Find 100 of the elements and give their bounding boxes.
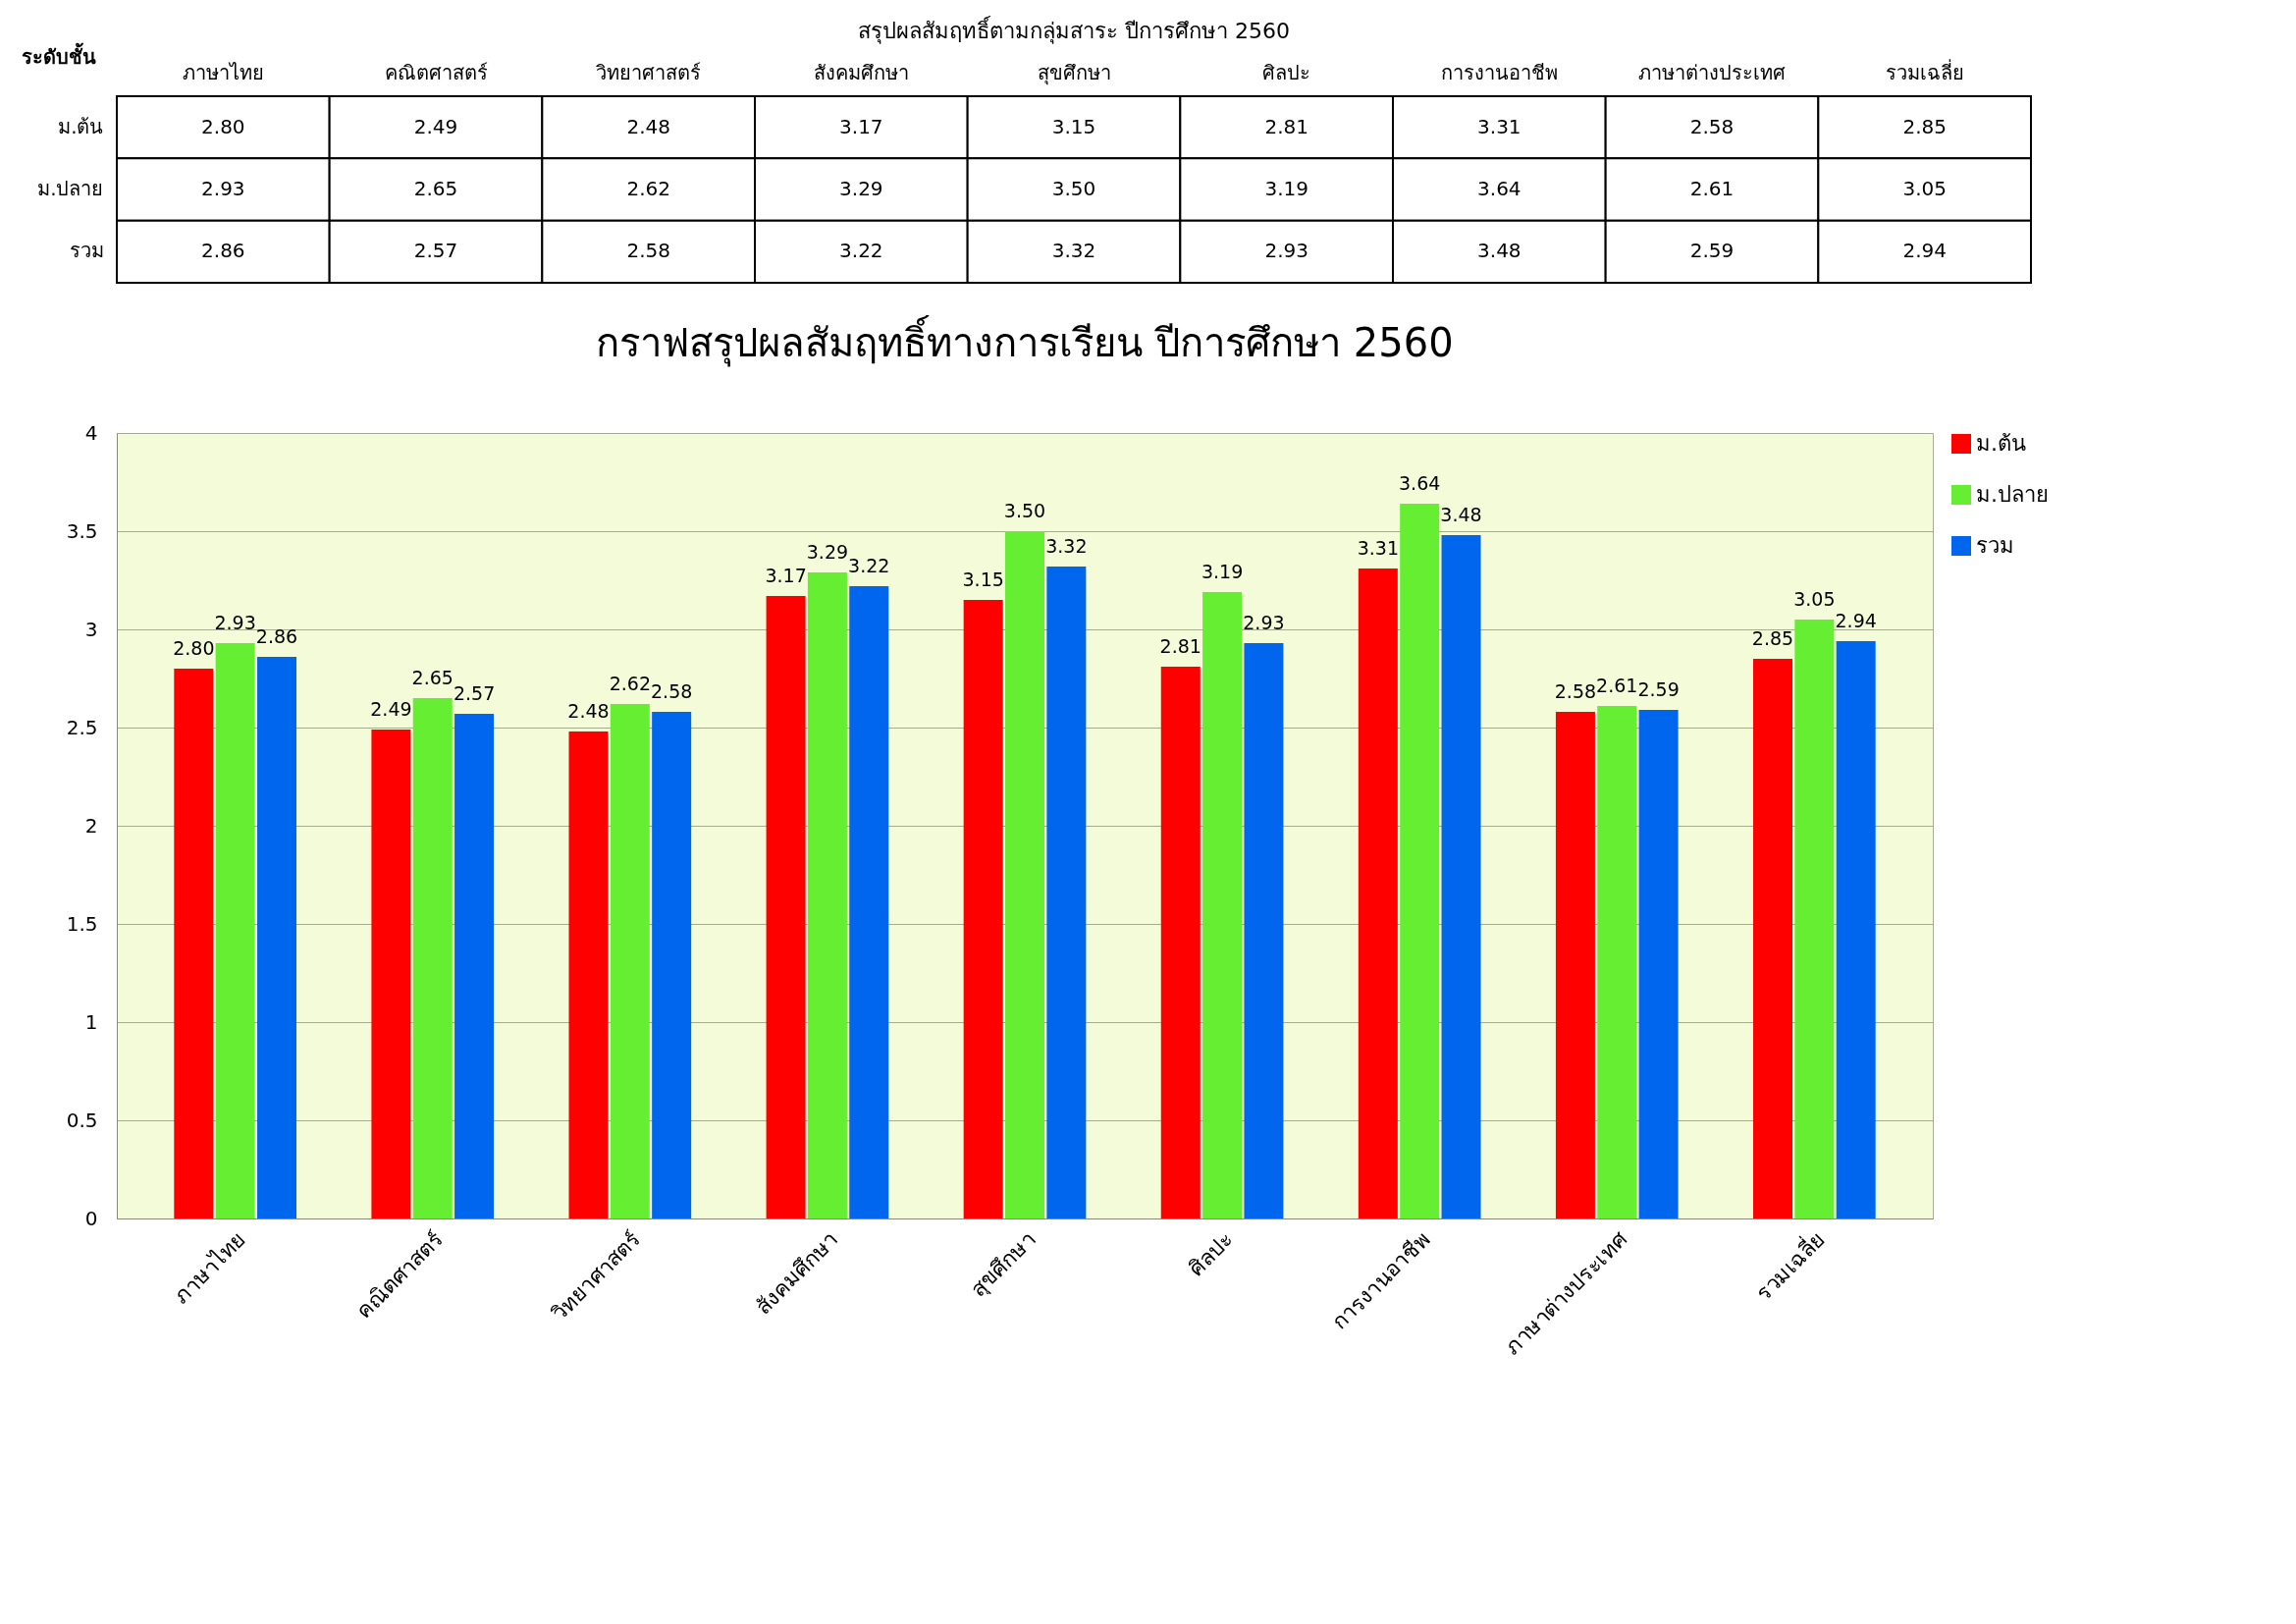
text: 2.58 [626,239,670,263]
bar [1202,592,1243,1218]
bar [766,596,806,1218]
data-label: 2.57 [453,682,496,704]
text: 2.93 [1264,239,1308,263]
text: 3.22 [839,239,883,263]
text: 2.62 [626,177,670,200]
y-tick-label: 4 [84,420,98,445]
bar [371,730,411,1218]
text: 2.61 [1689,177,1735,200]
category-label: ภาษาไทย [182,60,264,84]
text: 3.32 [1051,239,1096,263]
data-label: 3.15 [962,568,1004,590]
y-tick-label: 1.5 [66,911,98,936]
bar [1244,643,1284,1218]
bar [215,643,255,1218]
text: 3.15 [1051,114,1096,138]
data-label: 3.17 [765,565,807,586]
bar [1836,641,1876,1218]
bar [610,704,650,1218]
data-label: 3.29 [806,541,849,563]
text: 2.48 [626,114,670,138]
data-label: 2.94 [1835,610,1877,631]
bar [652,712,692,1218]
data-label: 2.61 [1596,675,1638,696]
text: 3.48 [1477,239,1522,263]
legend-label: ม.ปลาย [1976,482,2049,507]
data-label: 3.31 [1357,537,1399,559]
bar [174,669,214,1218]
data-label: 3.32 [1045,535,1088,557]
text: 3.19 [1264,177,1308,200]
text: 3.17 [839,114,883,138]
bar [1597,706,1637,1218]
text: รวม [69,239,104,263]
bar [1555,712,1595,1218]
text: 2.59 [1689,239,1735,263]
text: 3.05 [1902,177,1947,200]
category-label: คณิตศาสตร์ [384,60,488,84]
bar [963,600,1003,1218]
data-label: 2.93 [214,612,256,633]
data-label: 3.05 [1793,588,1836,610]
text: 2.58 [1689,114,1735,138]
data-label: 2.93 [1243,612,1285,633]
data-label: 2.85 [1751,627,1794,649]
data-label: 3.19 [1201,561,1244,582]
text: 2.80 [201,114,245,138]
y-tick-label: 1 [84,1009,98,1034]
y-tick-label: 3.5 [66,518,98,543]
y-tick-label: 2 [84,813,98,838]
bar [1753,659,1793,1218]
category-label: ศิลปะ [1262,60,1311,84]
y-tick-label: 3 [84,617,98,641]
text: 2.86 [201,239,245,263]
legend-label: ม.ต้น [1976,431,2026,456]
text: 2.65 [413,177,458,200]
bar [807,572,847,1218]
category-label: การงานอาชีพ [1440,60,1558,84]
chart-title: กราฟสรุปผลสัมฤทธิ์ทางการเรียน ปีการศึกษา 2560 [596,314,1454,367]
legend-label: รวม [1976,533,2014,558]
text: 2.85 [1902,114,1947,138]
data-label: 2.65 [411,667,454,688]
category-label: สุขศึกษา [1037,60,1111,84]
bar [256,657,296,1218]
data-label: 2.58 [1554,680,1597,702]
data-label: 2.49 [370,698,412,720]
bar [1160,667,1201,1218]
data-label: 2.62 [609,673,651,694]
text: ม.ต้น [58,114,104,138]
data-label: 3.50 [1003,500,1046,521]
text: ระดับชั้น [21,41,96,69]
bar [849,586,889,1218]
data-label: 3.64 [1399,472,1441,494]
data-label: 3.48 [1440,504,1482,525]
category-label: วิทยาศาสตร์ [596,60,702,84]
text: 3.50 [1051,177,1096,200]
bar [1400,504,1440,1218]
bar [1794,620,1835,1218]
data-label: 3.22 [848,555,890,576]
bar [1046,567,1087,1218]
data-label: 2.48 [567,700,610,722]
y-tick-label: 2.5 [66,715,98,739]
text: 3.31 [1477,114,1522,138]
bar [454,714,495,1218]
text: 2.93 [201,177,245,200]
text: 2.49 [413,114,458,138]
y-tick-label: 0.5 [66,1108,98,1132]
text: 3.64 [1477,177,1522,200]
category-label: รวมเฉลี่ย [1885,60,1964,84]
text: 3.29 [839,177,883,200]
data-label: 2.59 [1637,678,1680,700]
y-tick-label: 0 [84,1206,98,1230]
text: 2.57 [413,239,458,263]
bar [1638,710,1679,1218]
category-label: สังคมศึกษา [813,60,909,84]
bar [412,698,453,1218]
bar [1358,568,1398,1218]
text: ม.ปลาย [37,177,104,200]
category-label: ภาษาต่างประเทศ [1638,60,1786,84]
bar [568,731,609,1218]
bar [1441,535,1481,1218]
